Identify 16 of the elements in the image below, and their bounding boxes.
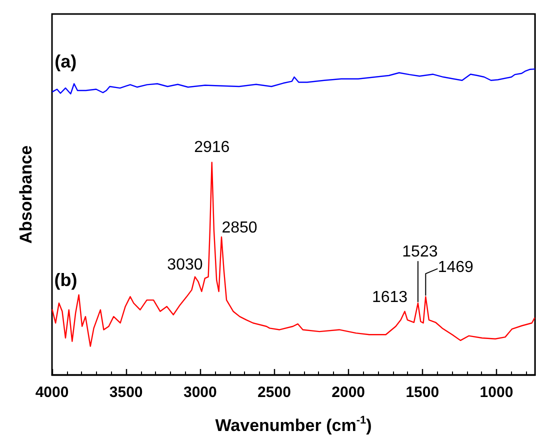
x-tick-label: 4000 xyxy=(35,384,69,401)
series-label: (b) xyxy=(54,270,78,290)
annotation: 2916 xyxy=(194,138,230,156)
x-tick-label: 1500 xyxy=(406,384,440,401)
annotation: 1613 xyxy=(372,288,408,306)
series-label: (a) xyxy=(54,52,77,72)
annotation: 1469 xyxy=(438,259,474,276)
y-axis-title: Absorbance xyxy=(16,145,36,244)
x-tick-label: 3000 xyxy=(183,384,217,401)
annotation: 2850 xyxy=(222,220,258,237)
x-tick-label: 3500 xyxy=(109,384,143,401)
x-tick-label: 2000 xyxy=(332,384,366,401)
x-tick-label: 1000 xyxy=(480,384,514,401)
annotation: 1523 xyxy=(402,244,438,261)
annotation: 3030 xyxy=(167,256,203,274)
x-tick-label: 2500 xyxy=(258,384,291,401)
